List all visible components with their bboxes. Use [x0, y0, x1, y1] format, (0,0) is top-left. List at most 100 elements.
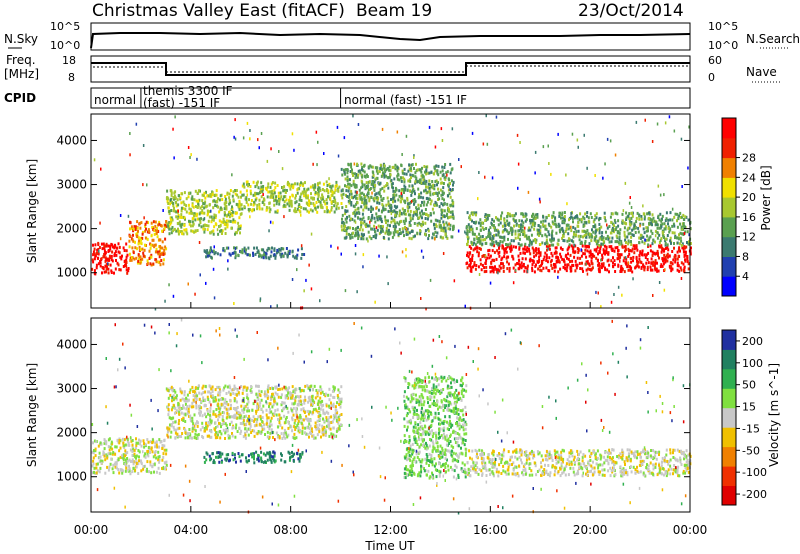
- echo-cell: [550, 233, 553, 237]
- echo-cell: [308, 431, 311, 435]
- echo-cell: [148, 257, 151, 260]
- echo-cell: [231, 213, 234, 217]
- echo-cell: [161, 445, 164, 449]
- echo-cell: [577, 250, 580, 254]
- echo-cell: [310, 403, 313, 407]
- echo-cell: [157, 466, 160, 470]
- echo-cell: [256, 432, 259, 436]
- echo-cell: [426, 196, 429, 200]
- echo-cell: [281, 252, 284, 256]
- echo-cell: [153, 229, 156, 232]
- echo-cell: [150, 471, 153, 475]
- echo-cell: [374, 166, 377, 170]
- echo-cell: [407, 209, 409, 213]
- echo-cell: [141, 230, 144, 234]
- echo-cell: [486, 256, 489, 260]
- echo-cell: [545, 258, 548, 262]
- echo-cell: [479, 228, 482, 232]
- echo-cell: [101, 459, 104, 463]
- echo-cell: [436, 183, 438, 187]
- echo-cell: [228, 202, 231, 206]
- echo-cell: [161, 229, 164, 233]
- echo-cell: [387, 186, 390, 190]
- echo-cell: [630, 216, 633, 220]
- echo-cell: [524, 257, 527, 261]
- echo-cell: [216, 252, 219, 256]
- echo-cell: [170, 209, 173, 212]
- echo-cell: [652, 216, 655, 220]
- echo-cell: [394, 225, 397, 229]
- noise-cell: [680, 277, 683, 280]
- echo-cell: [140, 469, 143, 473]
- echo-cell: [234, 392, 237, 396]
- echo-cell: [413, 222, 416, 225]
- echo-cell: [666, 255, 669, 259]
- echo-cell: [659, 226, 662, 230]
- echo-cell: [444, 163, 447, 166]
- echo-cell: [289, 391, 291, 395]
- echo-cell: [571, 239, 573, 243]
- echo-cell: [118, 439, 121, 442]
- noise-cell: [164, 299, 166, 303]
- noise-cell: [651, 140, 654, 143]
- echo-cell: [590, 239, 593, 243]
- echo-cell: [209, 418, 212, 422]
- echo-cell: [377, 224, 380, 228]
- echo-cell: [396, 221, 399, 225]
- echo-cell: [291, 418, 294, 422]
- echo-cell: [409, 213, 412, 217]
- echo-cell: [495, 242, 498, 245]
- echo-cell: [570, 215, 573, 219]
- echo-cell: [405, 172, 408, 176]
- echo-cell: [383, 166, 386, 170]
- echo-cell: [407, 169, 410, 173]
- echo-cell: [518, 219, 521, 223]
- echo-cell: [286, 202, 289, 206]
- echo-cell: [94, 243, 97, 247]
- echo-cell: [668, 230, 671, 234]
- echo-cell: [407, 179, 410, 183]
- echo-cell: [172, 204, 175, 208]
- echo-cell: [475, 220, 478, 224]
- echo-cell: [670, 267, 673, 271]
- echo-cell: [245, 248, 247, 252]
- echo-cell: [405, 233, 408, 236]
- echo-cell: [128, 464, 130, 468]
- echo-cell: [378, 170, 381, 174]
- echo-cell: [273, 397, 276, 401]
- echo-cell: [93, 271, 96, 275]
- echo-cell: [399, 196, 402, 200]
- echo-cell: [234, 189, 237, 192]
- echo-cell: [362, 216, 365, 220]
- echo-cell: [129, 472, 132, 476]
- noise-cell: [595, 290, 597, 294]
- echo-cell: [283, 401, 286, 405]
- colorbar-swatch: [722, 197, 736, 218]
- echo-cell: [369, 164, 372, 168]
- echo-cell: [282, 401, 285, 405]
- echo-cell: [175, 409, 178, 413]
- echo-cell: [594, 214, 597, 218]
- echo-cell: [466, 242, 468, 246]
- echo-cell: [156, 235, 159, 239]
- echo-cell: [323, 412, 326, 416]
- echo-cell: [572, 264, 575, 267]
- echo-cell: [163, 252, 166, 256]
- echo-cell: [221, 411, 224, 414]
- echo-cell: [378, 182, 381, 186]
- echo-cell: [498, 244, 501, 248]
- echo-cell: [337, 189, 340, 193]
- echo-cell: [398, 214, 401, 218]
- echo-cell: [124, 458, 127, 462]
- noise-cell: [413, 156, 415, 159]
- echo-cell: [545, 244, 548, 248]
- echo-cell: [167, 396, 170, 400]
- echo-cell: [311, 184, 314, 188]
- echo-cell: [291, 194, 294, 198]
- echo-cell: [182, 232, 185, 236]
- echo-cell: [304, 181, 306, 185]
- echo-cell: [605, 237, 608, 241]
- echo-cell: [317, 187, 319, 191]
- echo-cell: [269, 185, 272, 189]
- echo-cell: [506, 245, 509, 249]
